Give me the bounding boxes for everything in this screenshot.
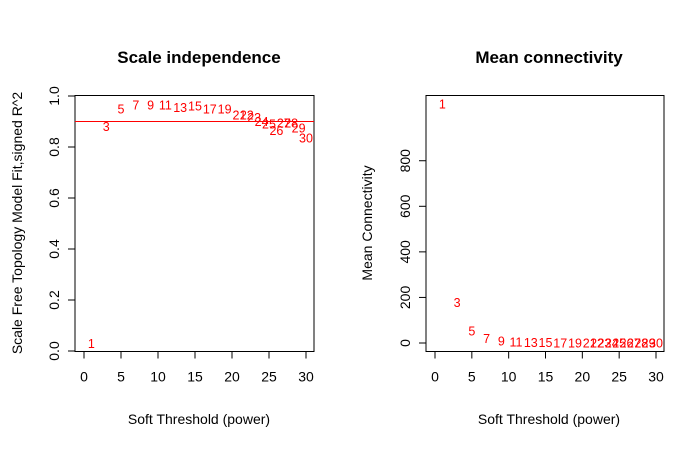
right-point-label: 30 — [649, 337, 663, 351]
left-point-label: 25 — [262, 118, 276, 132]
right-point-label: 5 — [468, 325, 475, 339]
left-point-label: 28 — [284, 116, 298, 130]
right-point-label: 19 — [568, 336, 582, 350]
right-x-axis-label: Soft Threshold (power) — [478, 411, 620, 427]
left-y-tick-label: 0.6 — [46, 188, 62, 208]
left-x-tick-label: 15 — [187, 369, 203, 385]
left-point-label: 15 — [188, 100, 202, 114]
right-point-label: 3 — [454, 296, 461, 310]
left-point-label: 1 — [88, 337, 95, 351]
left-point-label: 5 — [118, 102, 125, 116]
left-y-tick-label: 0.4 — [46, 239, 62, 259]
left-point-label: 17 — [203, 102, 217, 116]
right-point-label: 21 — [583, 337, 597, 351]
left-point-label: 7 — [132, 98, 139, 112]
left-point-label: 13 — [173, 101, 187, 115]
right-point-label: 29 — [642, 337, 656, 351]
left-point-label: 23 — [247, 111, 261, 125]
left-y-tick-label: 0.8 — [46, 137, 62, 157]
left-y-tick-label: 1.0 — [46, 86, 62, 106]
left-point-label: 30 — [299, 132, 313, 146]
left-point-label: 24 — [255, 115, 269, 129]
left-x-tick-label: 5 — [117, 369, 125, 385]
left-y-axis: 0.0 0.2 0.4 0.6 0.8 1.0 — [46, 86, 76, 361]
left-point-label: 21 — [232, 109, 246, 123]
right-y-tick-label: 600 — [397, 194, 413, 218]
left-x-tick-label: 25 — [261, 369, 277, 385]
left-x-axis: 0 5 10 15 20 25 30 — [80, 351, 314, 385]
left-point-label: 27 — [277, 116, 291, 130]
right-point-label: 28 — [634, 337, 648, 351]
left-chart-title: Scale independence — [117, 48, 280, 67]
right-y-tick-label: 200 — [397, 286, 413, 310]
left-x-tick-label: 30 — [298, 369, 314, 385]
left-x-tick-label: 0 — [80, 369, 88, 385]
right-point-label: 1 — [439, 97, 446, 111]
mean-connectivity-panel: Mean connectivity Soft Threshold (power)… — [359, 48, 665, 427]
right-point-label: 15 — [539, 336, 553, 350]
right-x-tick-label: 15 — [538, 369, 554, 385]
left-point-label: 22 — [240, 109, 254, 123]
right-point-label: 9 — [498, 334, 505, 348]
right-x-tick-label: 0 — [431, 369, 439, 385]
left-point-label: 19 — [218, 102, 232, 116]
right-y-axis: 0 200 400 600 800 — [397, 149, 427, 347]
right-point-label: 25 — [612, 337, 626, 351]
right-point-label: 23 — [597, 337, 611, 351]
left-x-tick-label: 10 — [150, 369, 166, 385]
right-point-label: 11 — [510, 336, 523, 350]
left-y-tick-label: 0.2 — [46, 290, 62, 310]
right-point-label: 27 — [627, 337, 641, 351]
left-point-label: 26 — [269, 124, 283, 138]
right-x-tick-label: 10 — [501, 369, 517, 385]
right-point-label: 24 — [605, 337, 619, 351]
right-point-label: 7 — [483, 332, 490, 346]
left-point-label: 11 — [159, 98, 172, 112]
left-y-tick-label: 0.0 — [46, 341, 62, 361]
right-y-tick-label: 800 — [397, 149, 413, 173]
right-point-label: 17 — [553, 336, 567, 350]
right-x-axis: 0 5 10 15 20 25 30 — [431, 351, 664, 385]
right-y-axis-label: Mean Connectivity — [359, 165, 375, 280]
left-point-label: 29 — [292, 121, 306, 135]
right-chart-title: Mean connectivity — [475, 48, 623, 67]
right-point-label: 26 — [620, 337, 634, 351]
right-y-tick-label: 0 — [397, 339, 413, 347]
left-x-tick-label: 20 — [224, 369, 240, 385]
right-x-tick-label: 20 — [575, 369, 591, 385]
left-y-axis-label: Scale Free Topology Model Fit,signed R^2 — [9, 92, 25, 355]
right-x-tick-label: 25 — [611, 369, 627, 385]
right-x-tick-label: 30 — [648, 369, 664, 385]
right-point-label: 22 — [590, 337, 604, 351]
scale-independence-panel: Scale independence Soft Threshold (power… — [9, 48, 315, 427]
right-y-tick-label: 400 — [397, 240, 413, 264]
right-point-label: 13 — [524, 336, 538, 350]
left-x-axis-label: Soft Threshold (power) — [128, 411, 270, 427]
left-point-label: 3 — [103, 120, 110, 134]
right-x-tick-label: 5 — [468, 369, 476, 385]
left-point-label: 9 — [147, 98, 154, 112]
right-plot-frame — [425, 95, 665, 352]
